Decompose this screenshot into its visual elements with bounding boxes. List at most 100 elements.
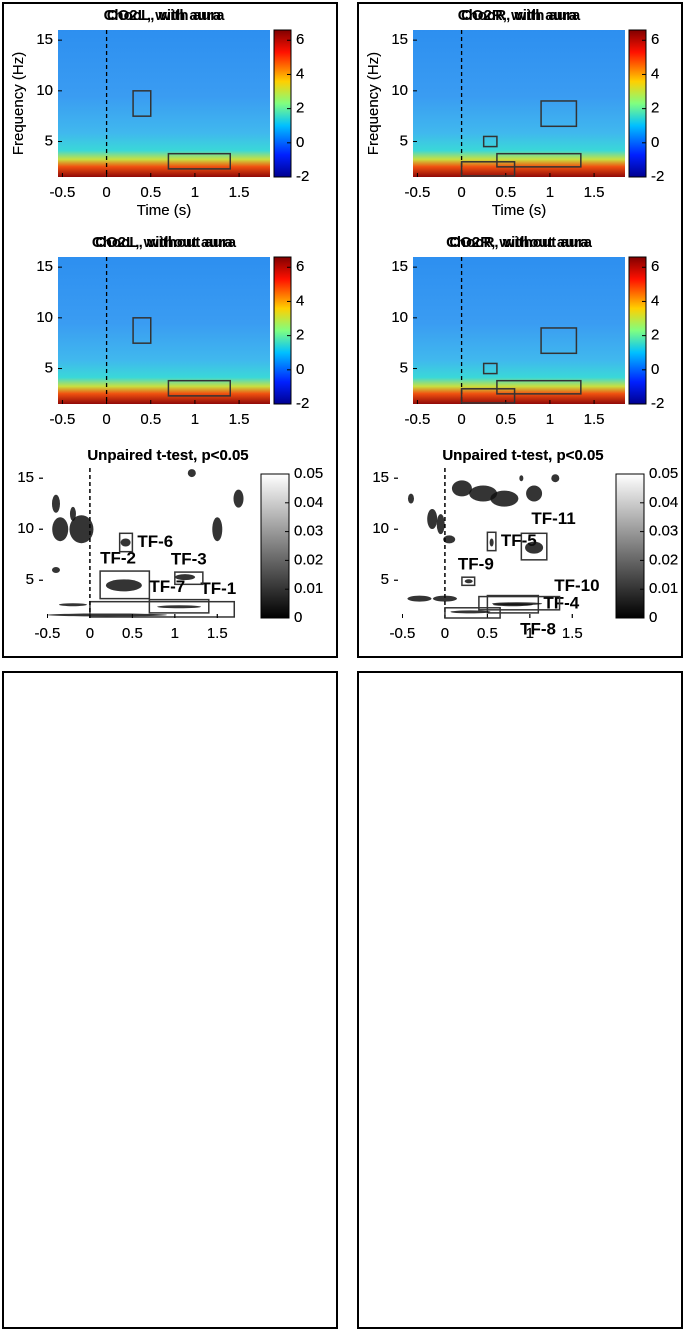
tf-window bbox=[482, 362, 498, 375]
colorbar-tick-label: 0 bbox=[651, 361, 659, 378]
heatmap bbox=[58, 257, 270, 404]
tf-window bbox=[118, 532, 134, 553]
panel-border bbox=[2, 671, 338, 1329]
colorbar-tick-label: 4 bbox=[651, 292, 659, 309]
x-tick-label: 0.5 bbox=[495, 411, 516, 428]
x-tick-label: 0.5 bbox=[140, 411, 161, 428]
colorbar-tick-label: 4 bbox=[651, 292, 659, 309]
colorbar-tick-label: 0.04 bbox=[649, 494, 678, 511]
colorbar-tick-label: 4 bbox=[651, 65, 659, 82]
colorbar-tick-label: 2 bbox=[651, 327, 659, 344]
tf-label: TF-2 bbox=[100, 549, 136, 568]
tf-window bbox=[461, 576, 476, 587]
x-tick-label: 0 bbox=[457, 411, 465, 428]
y-tick-label: 15 bbox=[36, 31, 53, 48]
x-tick-label: 0 bbox=[86, 625, 94, 642]
y-tick-label: 10 bbox=[17, 520, 34, 537]
x-tick-label: 1 bbox=[546, 184, 554, 201]
x-tick-label: 1.5 bbox=[229, 184, 250, 201]
colorbar-tick-label: -2 bbox=[651, 168, 664, 185]
panel-border bbox=[357, 2, 683, 658]
x-tick-label: 1 bbox=[526, 625, 534, 642]
x-tick-label: 1.5 bbox=[229, 411, 250, 428]
x-tick-label: -0.5 bbox=[404, 184, 430, 201]
y-tick-label: 15 bbox=[36, 258, 53, 275]
x-tick-label: 0 bbox=[457, 184, 465, 201]
y-tick-label: 5 bbox=[381, 571, 389, 588]
plot-title: Unpaired t-test, p<0.05 bbox=[442, 447, 603, 464]
y-tick-label: 5 bbox=[26, 571, 34, 588]
x-tick-label: 0.5 bbox=[140, 184, 161, 201]
colorbar-tick-label: 0.01 bbox=[649, 580, 678, 597]
significance-blob bbox=[451, 480, 472, 497]
significance-blob bbox=[105, 579, 142, 592]
x-tick-label: 0 bbox=[441, 625, 449, 642]
x-tick-label: 1 bbox=[546, 411, 554, 428]
plot-title: Unpaired t-test, p<0.05 bbox=[442, 447, 603, 464]
plot-title: Unpaired t-test, p<0.05 bbox=[87, 447, 248, 464]
x-tick-label: 1 bbox=[546, 184, 554, 201]
significance-blob bbox=[450, 610, 491, 614]
significance-blob bbox=[469, 485, 498, 502]
y-tick-label: 5 bbox=[26, 571, 34, 588]
y-tick-label: 5 bbox=[400, 132, 408, 149]
tf-window bbox=[540, 327, 578, 355]
significance-blob bbox=[69, 506, 76, 521]
significance-blob bbox=[427, 509, 438, 530]
significance-blob bbox=[46, 613, 167, 617]
colorbar-tick-label: 0.03 bbox=[294, 523, 323, 540]
x-tick-label: 0 bbox=[102, 184, 110, 201]
y-tick-label: 5 bbox=[400, 359, 408, 376]
tf-window bbox=[540, 100, 578, 128]
y-axis-label: Frequency (Hz) bbox=[10, 52, 27, 155]
y-tick-label: 5 bbox=[381, 571, 389, 588]
colorbar-tick-label: 2 bbox=[296, 100, 304, 117]
heatmap bbox=[413, 30, 625, 177]
significance-blob bbox=[69, 515, 94, 544]
heatmap bbox=[58, 30, 270, 177]
colorbar-tick-label: -2 bbox=[296, 168, 309, 185]
x-tick-label: 0.5 bbox=[495, 184, 516, 201]
colorbar-tick-label: 6 bbox=[296, 31, 304, 48]
x-tick-label: 0 bbox=[102, 184, 110, 201]
colorbar-tick-label: 0.01 bbox=[294, 580, 323, 597]
colorbar-tick-label: 0 bbox=[651, 361, 659, 378]
x-tick-label: 0 bbox=[457, 184, 465, 201]
colorbar-tick-label: -2 bbox=[296, 395, 309, 412]
tf-window bbox=[167, 152, 232, 170]
colorbar bbox=[273, 29, 292, 178]
significance-blob bbox=[436, 514, 445, 535]
y-tick-label: 15 bbox=[391, 258, 408, 275]
x-tick-label: 1 bbox=[191, 184, 199, 201]
y-tick-label: 15 bbox=[36, 258, 53, 275]
y-tick-label: 15 bbox=[372, 469, 389, 486]
tf-window bbox=[132, 317, 152, 344]
y-tick-label: 5 bbox=[45, 359, 53, 376]
x-axis-label: Time (s) bbox=[492, 202, 546, 219]
y-tick-label: 10 bbox=[36, 82, 53, 99]
significance-blob bbox=[52, 517, 69, 542]
colorbar-tick-label: 0.03 bbox=[649, 523, 678, 540]
x-tick-label: 1 bbox=[171, 625, 179, 642]
x-tick-label: 1.5 bbox=[207, 625, 228, 642]
x-tick-label: 0.5 bbox=[140, 411, 161, 428]
colorbar-tick-label: 0 bbox=[651, 134, 659, 151]
tf-window bbox=[99, 570, 151, 600]
colorbar-tick-label: 0.05 bbox=[294, 465, 323, 482]
x-tick-label: 1 bbox=[191, 184, 199, 201]
tf-window bbox=[460, 388, 516, 404]
plot-title: ChocL, with aura bbox=[104, 7, 226, 24]
significance-blob bbox=[212, 517, 223, 542]
y-tick-label: 5 bbox=[45, 359, 53, 376]
significance-blob bbox=[432, 595, 457, 602]
colorbar-tick-label: 6 bbox=[651, 31, 659, 48]
colorbar-tick-label: 0 bbox=[294, 609, 302, 626]
x-tick-label: -0.5 bbox=[404, 184, 430, 201]
tf-label: TF-8 bbox=[520, 619, 556, 638]
x-axis-label: Time (s) bbox=[137, 202, 191, 219]
x-tick-label: -0.5 bbox=[404, 411, 430, 428]
x-tick-label: -0.5 bbox=[390, 625, 416, 642]
tf-window bbox=[496, 379, 582, 395]
colorbar-tick-label: 4 bbox=[296, 65, 304, 82]
